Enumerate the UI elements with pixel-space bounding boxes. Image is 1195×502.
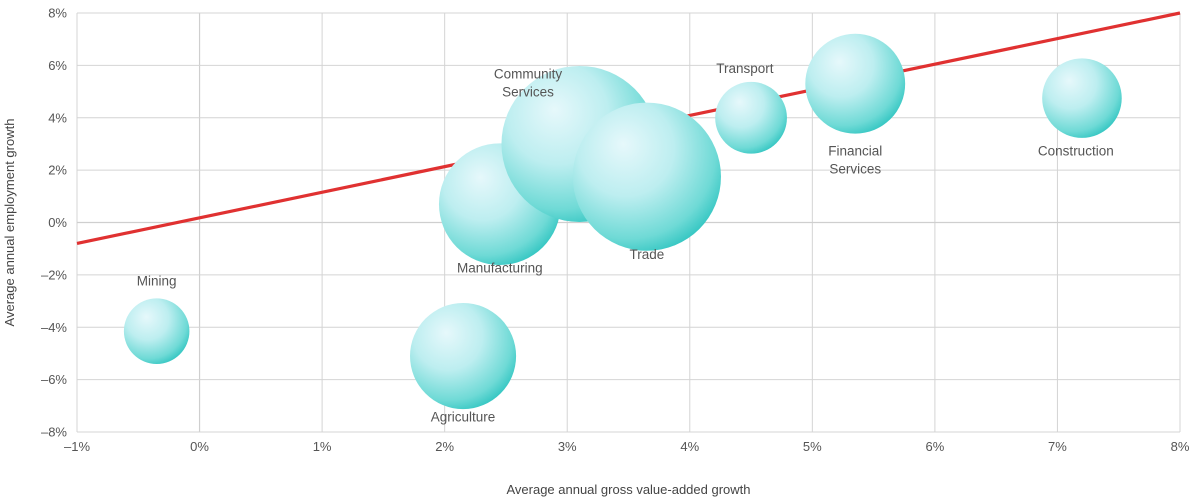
bubble-label-line: Trade: [630, 247, 665, 262]
y-axis-title: Average annual employment growth: [2, 119, 17, 327]
bubble: [715, 81, 787, 154]
bubble-label-line: Services: [829, 162, 881, 177]
y-tick-label: 4%: [48, 110, 67, 125]
bubble-label: Manufacturing: [457, 260, 543, 275]
bubble: [123, 298, 190, 364]
y-tick-label: 2%: [48, 163, 67, 178]
bubble: [572, 102, 721, 251]
bubble: [805, 33, 906, 134]
bubbles: [123, 33, 1122, 410]
y-tick-label: –2%: [41, 267, 67, 282]
bubble-label: Transport: [716, 61, 774, 76]
bubble-label-line: Mining: [137, 273, 177, 288]
bubble-label-line: Construction: [1038, 144, 1114, 159]
x-tick-label: 2%: [435, 439, 454, 454]
y-tick-label: 6%: [48, 58, 67, 73]
bubble-label: Construction: [1038, 144, 1114, 159]
x-tick-label: 6%: [925, 439, 944, 454]
bubble-label-line: Community: [494, 66, 563, 81]
bubble-label: Community Services: [494, 66, 563, 99]
y-tick-label: 0%: [48, 215, 67, 230]
bubble: [1042, 58, 1122, 138]
y-tick-label: 8%: [48, 6, 67, 21]
x-tick-label: 8%: [1171, 439, 1190, 454]
bubble-label-line: Agriculture: [431, 410, 496, 425]
x-tick-label: 4%: [680, 439, 699, 454]
y-tick-label: –6%: [41, 372, 67, 387]
bubble-label-line: Financial: [828, 144, 882, 159]
bubble-labels: Mining Agriculture Manufacturing Community S…: [137, 61, 1114, 424]
bubble-label: Agriculture: [431, 410, 496, 425]
bubble-label-line: Transport: [716, 61, 774, 76]
x-tick-label: –1%: [64, 439, 90, 454]
bubble: [410, 303, 517, 410]
bubble-label: Mining: [137, 273, 177, 288]
x-axis-title: Average annual gross value-added growth: [506, 482, 750, 497]
tick-labels: –1% 0% 1% 2% 3% 4% 5% 6% 7% 8% –8% –6% –4% –2% 0% 2% 4% 6…: [41, 6, 1190, 455]
x-tick-label: 3%: [558, 439, 577, 454]
bubble-label-line: Services: [502, 84, 554, 99]
x-tick-label: 0%: [190, 439, 209, 454]
y-tick-label: –4%: [41, 320, 67, 335]
x-tick-label: 5%: [803, 439, 822, 454]
bubble-label: Financial Services: [828, 144, 882, 177]
bubble-label: Trade: [630, 247, 665, 262]
x-tick-label: 7%: [1048, 439, 1067, 454]
x-tick-label: 1%: [313, 439, 332, 454]
y-tick-label: –8%: [41, 425, 67, 440]
bubble-label-line: Manufacturing: [457, 260, 543, 275]
